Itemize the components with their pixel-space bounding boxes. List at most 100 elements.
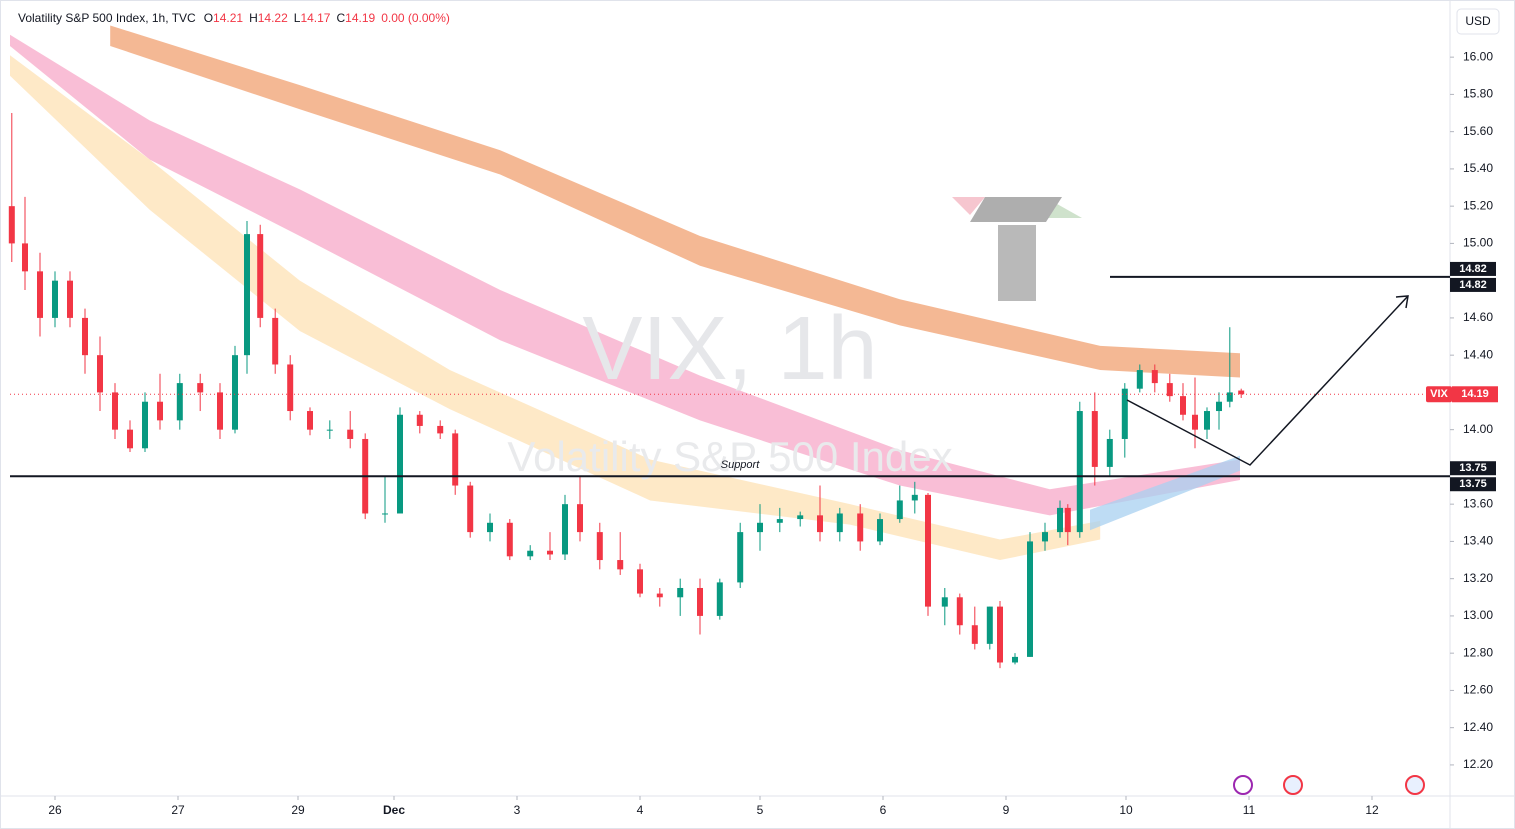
event-icons[interactable] xyxy=(1233,775,1425,795)
x-tick-label: 12 xyxy=(1365,803,1379,817)
y-tick-label: 12.60 xyxy=(1463,683,1493,697)
y-tick-label: 12.20 xyxy=(1463,757,1493,771)
candle-body xyxy=(1151,370,1158,384)
candle-body xyxy=(997,606,1003,663)
y-tick-label: 14.40 xyxy=(1463,347,1493,361)
candle-body xyxy=(656,593,663,598)
candle-body xyxy=(836,513,843,533)
arrow-head xyxy=(1395,295,1409,309)
candle-body xyxy=(527,550,534,557)
candle-body xyxy=(1012,656,1018,663)
candle-body xyxy=(157,401,163,421)
tag-label: 14.19 xyxy=(1461,388,1489,400)
candle-body xyxy=(776,519,783,523)
candle-body xyxy=(142,401,148,449)
button-bg[interactable] xyxy=(1456,8,1500,35)
tag-bg xyxy=(1450,477,1496,492)
source: TVC xyxy=(172,11,196,25)
tag-bg xyxy=(1426,386,1452,403)
candle-body xyxy=(487,522,493,533)
candle-body xyxy=(127,429,133,449)
candle-body xyxy=(877,519,883,542)
symbol: Volatility S&P 500 Index xyxy=(18,11,145,25)
candle-body xyxy=(637,569,643,594)
candle-body xyxy=(562,504,568,555)
candle-body xyxy=(677,587,684,598)
candle-body xyxy=(217,392,223,430)
candle-body xyxy=(1216,401,1222,412)
candle-body xyxy=(716,582,723,616)
watermark-sub: Volatility S&P 500 Index xyxy=(507,433,952,480)
candle-body xyxy=(547,550,553,555)
candle-body xyxy=(1027,541,1033,657)
candle-body xyxy=(1192,414,1198,430)
y-tick-label: 12.80 xyxy=(1463,645,1493,659)
candle-body xyxy=(757,522,763,533)
candle-body xyxy=(232,355,238,430)
o-val: 14.21 xyxy=(213,11,243,25)
x-tick-label: 5 xyxy=(757,803,764,817)
candle-body xyxy=(437,425,444,434)
interval: 1h xyxy=(152,11,165,25)
line-annotation: Support xyxy=(721,459,760,471)
x-tick-label: 26 xyxy=(48,803,62,817)
candle-body xyxy=(176,383,183,421)
candle-body xyxy=(326,429,333,431)
logo xyxy=(952,197,1082,301)
candle-body xyxy=(452,433,459,486)
x-tick-label: Dec xyxy=(383,803,405,817)
legend-symbol: Volatility S&P 500 Index, 1h, TVC O14.21 H… xyxy=(18,11,450,25)
candle-body xyxy=(911,494,918,501)
watermark: VIX, 1h xyxy=(582,299,877,399)
candle-body xyxy=(506,522,513,557)
candle-body xyxy=(896,500,903,520)
candle-body xyxy=(287,364,294,412)
candle-body xyxy=(416,414,423,426)
candle-body xyxy=(857,513,864,542)
currency[interactable]: USD xyxy=(1465,14,1491,28)
candle-body xyxy=(67,280,73,318)
candle-body xyxy=(244,234,250,356)
bands xyxy=(10,25,1241,561)
candle-body xyxy=(347,429,354,439)
tag-label: 14.82 xyxy=(1459,279,1487,291)
y-tick-label: 15.20 xyxy=(1463,198,1493,212)
drawing-arrow xyxy=(1126,295,1409,466)
event-icon[interactable] xyxy=(1283,775,1303,795)
x-tick-label: 3 xyxy=(514,803,521,817)
tag-symbol: VIX xyxy=(1430,388,1448,400)
candle-body xyxy=(52,280,58,318)
candle-body xyxy=(817,515,823,533)
tag-bg xyxy=(1450,277,1496,292)
y-tick-label: 14.60 xyxy=(1463,310,1493,324)
candle-body xyxy=(257,234,264,318)
candle-body xyxy=(577,504,583,533)
overlay: Support 13.75 13.75 14.82 14.82 VIX 14.19 xyxy=(10,261,1498,492)
candle-body xyxy=(8,206,15,244)
o-key: O xyxy=(204,11,213,25)
symbol-tag: VIX xyxy=(1426,386,1452,403)
tag-label: 13.75 xyxy=(1459,478,1487,490)
y-tick-label: 15.80 xyxy=(1463,87,1493,101)
y-tick-label: 13.00 xyxy=(1463,608,1493,622)
candle-body xyxy=(467,485,474,533)
x-tick-label: 6 xyxy=(880,803,887,817)
c-key: C xyxy=(336,11,345,25)
x-tick-label: 27 xyxy=(171,803,185,817)
c-val: 14.19 xyxy=(345,11,375,25)
event-icon[interactable] xyxy=(1405,775,1425,795)
y-tick-label: 13.20 xyxy=(1463,571,1493,585)
currency-button[interactable]: USD xyxy=(1456,8,1500,35)
candle-body xyxy=(307,411,313,430)
candle-body xyxy=(1106,438,1113,467)
candle-body xyxy=(617,560,624,570)
candle-body xyxy=(971,625,978,644)
ma-band xyxy=(1090,455,1240,531)
candle-body xyxy=(97,355,103,393)
candle-body xyxy=(22,243,28,272)
candle-body xyxy=(37,271,43,318)
candle-body xyxy=(1180,396,1186,415)
event-icon[interactable] xyxy=(1233,775,1253,795)
candle-body xyxy=(1226,392,1233,402)
